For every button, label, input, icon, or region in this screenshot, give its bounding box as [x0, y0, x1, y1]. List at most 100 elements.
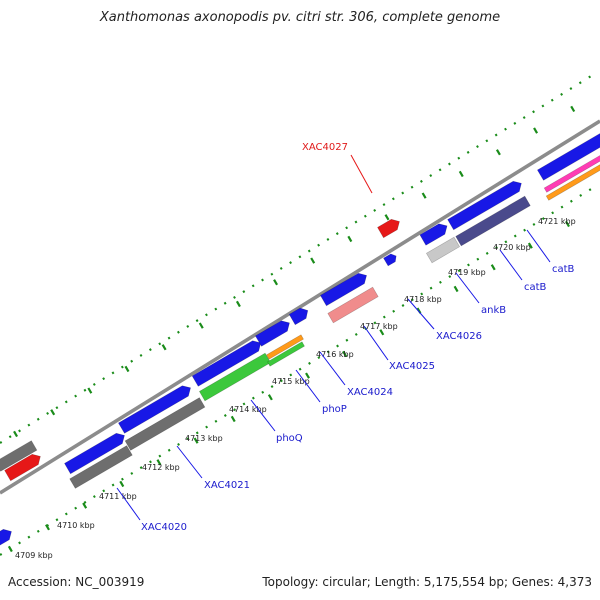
- gene-label-leader: [526, 229, 551, 263]
- gene-features: [0, 133, 600, 547]
- gene-feature-blue[interactable]: [536, 133, 600, 181]
- gene-feature-gray[interactable]: [124, 397, 206, 451]
- kbp-tick-label: 4714 kbp: [229, 405, 267, 414]
- gene-label-xac4025[interactable]: XAC4025: [389, 361, 435, 372]
- major-tick-mark: [230, 415, 236, 423]
- gene-feature-blue[interactable]: [254, 320, 290, 347]
- kbp-tick-label: 4710 kbp: [57, 521, 95, 530]
- kbp-tick-labels: 4709 kbp 4710 kbp 4711 kbp 4712 kbp 4713 kbp…: [15, 217, 576, 560]
- major-tick-mark: [384, 214, 390, 221]
- major-tick-mark: [342, 350, 348, 358]
- major-tick-mark: [82, 502, 88, 509]
- major-tick-mark: [7, 545, 13, 553]
- kbp-tick-label: 4717 kbp: [360, 322, 398, 331]
- gene-feature-gray[interactable]: [69, 445, 133, 489]
- kbp-tick-label: 4712 kbp: [142, 463, 180, 472]
- major-tick-mark: [273, 279, 279, 286]
- gene-feature-pink[interactable]: [327, 286, 379, 324]
- genome-summary: Topology: circular; Length: 5,175,554 bp…: [262, 575, 592, 589]
- major-tick-mark: [267, 394, 273, 401]
- major-tick-mark: [421, 192, 427, 199]
- gene-label-leader: [350, 154, 373, 194]
- gene-feature-green-phoP[interactable]: [267, 341, 305, 367]
- major-tick-mark: [87, 387, 93, 394]
- gene-feature-blue[interactable]: [64, 432, 125, 475]
- kbp-tick-label: 4719 kbp: [448, 268, 486, 277]
- major-tick-mark: [156, 459, 162, 466]
- gene-feature-blue[interactable]: [447, 180, 522, 231]
- gene-feature-red[interactable]: [4, 453, 41, 482]
- gene-label-leader: [407, 298, 435, 330]
- kbp-tick-label: 4711 kbp: [99, 492, 137, 501]
- gene-label-leader: [250, 399, 276, 432]
- gene-label-leader: [455, 272, 480, 304]
- major-tick-mark: [379, 329, 385, 336]
- major-tick-mark: [570, 105, 576, 113]
- gene-feature-red-XAC4027[interactable]: [377, 218, 400, 239]
- major-tick-mark: [458, 170, 464, 178]
- major-tick-mark: [235, 300, 241, 308]
- gene-feature-blue[interactable]: [319, 272, 367, 307]
- gene-feature-blue[interactable]: [117, 385, 191, 434]
- gene-label-xac4021[interactable]: XAC4021: [204, 480, 250, 491]
- gene-label-xac4020[interactable]: XAC4020: [141, 522, 187, 533]
- gene-label-ankb[interactable]: ankB: [481, 305, 506, 316]
- position-tick-dots: [0, 72, 597, 556]
- major-tick-mark: [310, 257, 316, 264]
- major-tick-mark: [495, 149, 501, 156]
- kbp-tick-label: 4716 kbp: [316, 350, 354, 359]
- major-tick-mark: [124, 365, 130, 373]
- inner-tick-dots: [0, 185, 597, 556]
- major-tick-mark: [305, 372, 310, 379]
- gene-feature-gray[interactable]: [0, 440, 38, 472]
- gene-label-phoq[interactable]: phoQ: [276, 433, 303, 444]
- gene-label-leader: [176, 445, 203, 479]
- map-title: Xanthomonas axonopodis pv. citri str. 30…: [99, 10, 501, 25]
- gene-label-xac4026[interactable]: XAC4026: [436, 331, 482, 342]
- major-tick-mark: [565, 220, 570, 228]
- kbp-tick-label: 4715 kbp: [272, 377, 310, 386]
- major-tick-mark: [533, 127, 539, 134]
- major-tick-mark: [453, 285, 459, 293]
- gene-feature-blue[interactable]: [419, 223, 448, 246]
- gene-label-xac4027[interactable]: XAC4027: [302, 142, 348, 153]
- gene-label-catb[interactable]: catB: [552, 264, 575, 275]
- major-tick-mark: [193, 437, 199, 444]
- gene-feature-blue[interactable]: [288, 307, 309, 326]
- major-tick-mark: [490, 264, 496, 271]
- kbp-tick-label: 4721 kbp: [538, 217, 576, 226]
- major-tick-mark: [13, 430, 19, 438]
- gene-feature-magenta[interactable]: [543, 148, 600, 193]
- outer-tick-dots: [0, 72, 597, 444]
- gene-label-leader: [116, 487, 141, 521]
- major-tick-mark: [50, 409, 56, 416]
- gene-feature-orange[interactable]: [266, 334, 304, 360]
- gene-feature-orange[interactable]: [545, 156, 600, 201]
- major-tick-mark: [45, 524, 50, 531]
- gene-label-phop[interactable]: phoP: [322, 404, 347, 415]
- kbp-tick-label: 4709 kbp: [15, 551, 53, 560]
- gene-feature-slate[interactable]: [455, 195, 531, 247]
- kbp-tick-label: 4720 kbp: [493, 243, 531, 252]
- accession-label: Accession: NC_003919: [8, 575, 145, 589]
- gene-feature-blue[interactable]: [383, 253, 397, 267]
- major-tick-mark: [347, 235, 353, 243]
- gene-feature-lightgray[interactable]: [425, 236, 461, 264]
- gene-label-leader: [363, 325, 389, 361]
- gene-label-catb[interactable]: catB: [524, 282, 547, 293]
- gene-feature-blue[interactable]: [0, 528, 12, 547]
- major-tick-mark: [527, 242, 533, 249]
- gene-label-xac4024[interactable]: XAC4024: [347, 387, 393, 398]
- kbp-tick-label: 4718 kbp: [404, 295, 442, 304]
- major-tick-mark: [161, 344, 167, 351]
- gene-feature-blue[interactable]: [191, 340, 262, 387]
- gene-label-leader: [295, 369, 321, 403]
- backbone-line: [0, 119, 600, 495]
- genome-backbone: [0, 119, 600, 495]
- gene-label-leader: [319, 351, 346, 386]
- major-tick-mark: [198, 322, 204, 329]
- major-tick-mark: [119, 480, 125, 488]
- kbp-tick-label: 4713 kbp: [185, 434, 223, 443]
